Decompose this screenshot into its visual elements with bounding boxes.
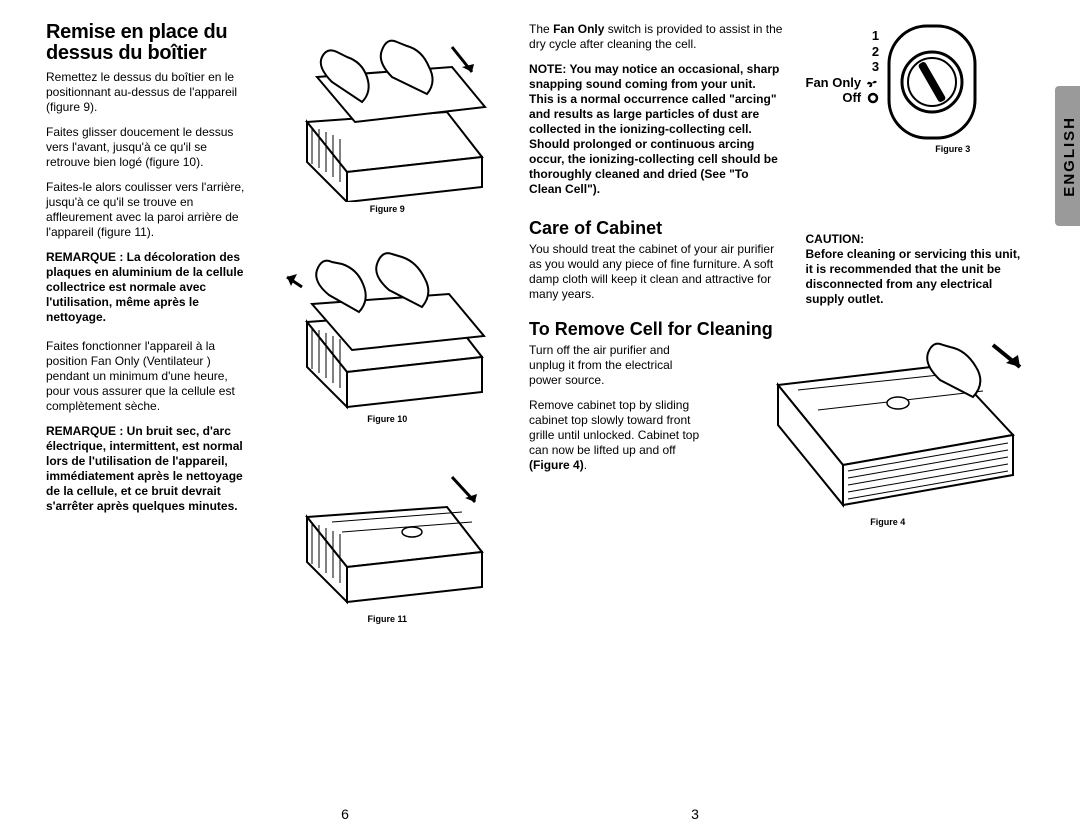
language-tab: ENGLISH xyxy=(1055,86,1080,226)
caution-block: CAUTION: Before cleaning or servicing th… xyxy=(806,232,1031,307)
illustration-fig4 xyxy=(748,325,1028,515)
content-columns: Remise en place du dessus du boîtier Rem… xyxy=(46,22,1030,792)
para-fr-3: Faites-le alors coulisser vers l'arrière… xyxy=(46,180,246,240)
figure-4: Figure 4 xyxy=(746,325,1031,545)
caution-head: CAUTION: xyxy=(806,232,865,246)
dial-1: 1 xyxy=(806,28,880,44)
manual-page: ENGLISH Remise en place du dessus du boî… xyxy=(0,0,1080,834)
dial-fan-label: Fan Only xyxy=(806,75,862,91)
caption-fig11: Figure 11 xyxy=(368,614,408,624)
illustration-fig10 xyxy=(277,232,497,412)
illustration-fig11 xyxy=(277,442,497,612)
para-care-cabinet: You should treat the cabinet of your air… xyxy=(529,242,783,302)
figure-9: Figure 9 xyxy=(268,22,507,232)
caption-fig4: Figure 4 xyxy=(870,517,905,527)
caution-body: Before cleaning or servicing this unit, … xyxy=(806,247,1021,306)
caption-fig9: Figure 9 xyxy=(370,204,405,214)
figure-10: Figure 10 xyxy=(268,232,507,442)
off-icon xyxy=(867,92,879,104)
note-fr-2: REMARQUE : Un bruit sec, d'arc électriqu… xyxy=(46,424,246,514)
dial-3: 3 xyxy=(806,59,880,75)
fan-icon xyxy=(865,76,879,90)
column-french-text: Remise en place du dessus du boîtier Rem… xyxy=(46,22,246,792)
para-fr-4: Faites fonctionner l'appareil à la posit… xyxy=(46,339,246,414)
caption-fig3: Figure 3 xyxy=(876,144,1031,154)
dial-off-label: Off xyxy=(842,90,861,106)
dial-2: 2 xyxy=(806,44,880,60)
para-remove-2: Remove cabinet top by sliding cabinet to… xyxy=(529,398,704,473)
pagenum-right: 3 xyxy=(691,806,699,822)
caption-fig10: Figure 10 xyxy=(367,414,407,424)
illustration-fig9 xyxy=(277,22,497,202)
para-fr-1: Remettez le dessus du boîtier en le posi… xyxy=(46,70,246,115)
dial-panel: 1 2 3 Fan Only Off xyxy=(806,22,1031,142)
heading-care-cabinet: Care of Cabinet xyxy=(529,219,783,238)
para-fr-2: Faites glisser doucement le dessus vers … xyxy=(46,125,246,170)
page-numbers: 6 3 xyxy=(0,806,1080,822)
column-right-figures: 1 2 3 Fan Only Off xyxy=(806,22,1031,792)
language-label: ENGLISH xyxy=(1061,116,1078,197)
para-remove-1: Turn off the air purifier and unplug it … xyxy=(529,343,704,388)
pagenum-left: 6 xyxy=(341,806,349,822)
note-en-arcing: NOTE: You may notice an occasional, shar… xyxy=(529,62,783,197)
figure-11: Figure 11 xyxy=(268,442,507,642)
para-en-fanonly: The Fan Only switch is provided to assis… xyxy=(529,22,783,52)
note-fr-1: REMARQUE : La décoloration des plaques e… xyxy=(46,250,246,325)
dial-illustration xyxy=(885,22,980,142)
heading-remise: Remise en place du dessus du boîtier xyxy=(46,22,246,64)
column-figures-left: Figure 9 Figure 10 xyxy=(268,22,507,792)
